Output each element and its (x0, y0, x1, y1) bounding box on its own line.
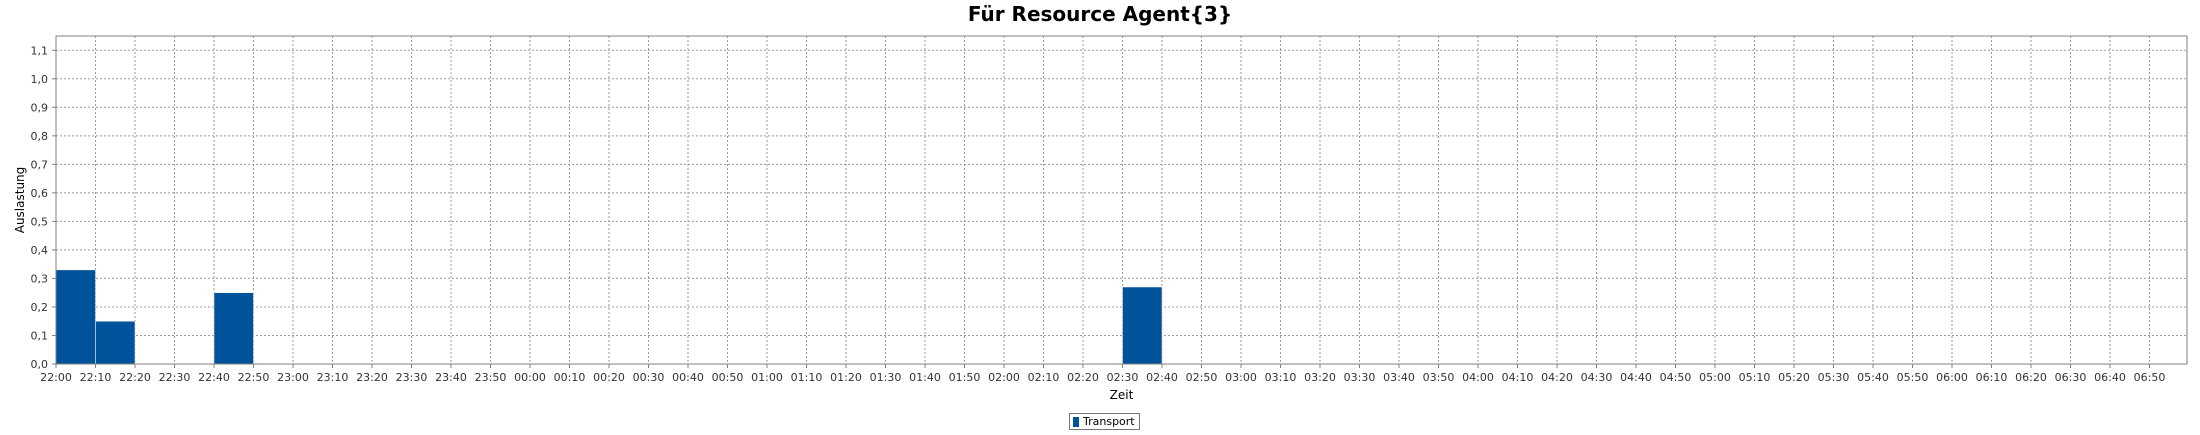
x-tick-label: 23:00 (277, 371, 309, 384)
bar-transport (95, 320, 136, 365)
y-tick-label: 0,1 (31, 329, 49, 342)
y-tick-label: 0,0 (31, 358, 49, 371)
x-tick-label: 02:40 (1146, 371, 1178, 384)
y-tick-label: 0,6 (31, 187, 49, 200)
x-tick-label: 03:40 (1383, 371, 1415, 384)
x-tick-label: 22:10 (80, 371, 112, 384)
chart-title: Für Resource Agent{3} (967, 2, 1233, 26)
x-tick-label: 22:50 (238, 371, 270, 384)
y-axis-ticks: 0,0 0,1 0,2 0,3 0,4 0,5 0,6 0,7 0,8 0,9 1,0 1,1 (31, 44, 56, 371)
x-tick-label: 22:30 (159, 371, 191, 384)
bar-transport (213, 292, 254, 365)
x-tick-label: 05:20 (1778, 371, 1810, 384)
x-tick-label: 01:40 (909, 371, 941, 384)
y-tick-label: 0,5 (31, 215, 49, 228)
x-axis-ticks: 22:00 22:10 22:20 22:30 22:40 22:50 23:00 23:10… (40, 364, 2165, 384)
x-tick-label: 05:50 (1897, 371, 1929, 384)
x-tick-label: 00:10 (554, 371, 586, 384)
x-tick-label: 04:40 (1620, 371, 1652, 384)
y-tick-label: 0,3 (31, 272, 49, 285)
x-tick-label: 22:20 (119, 371, 151, 384)
y-tick-label: 1,1 (31, 44, 49, 57)
bars (55, 269, 1163, 365)
x-tick-label: 06:40 (2094, 371, 2126, 384)
x-tick-label: 04:30 (1581, 371, 1613, 384)
x-tick-label: 02:20 (1067, 371, 1099, 384)
x-tick-label: 03:50 (1423, 371, 1455, 384)
legend-label: Transport (1083, 415, 1135, 428)
x-tick-label: 04:00 (1462, 371, 1494, 384)
x-tick-label: 00:40 (672, 371, 704, 384)
legend-swatch (1073, 416, 1079, 427)
x-tick-label: 01:20 (830, 371, 862, 384)
bar-transport (55, 269, 96, 365)
legend: Transport (1069, 413, 1140, 430)
x-tick-label: 06:30 (2055, 371, 2087, 384)
x-tick-label: 01:10 (791, 371, 823, 384)
x-tick-label: 23:30 (396, 371, 428, 384)
x-tick-label: 01:30 (870, 371, 902, 384)
x-tick-label: 06:20 (2015, 371, 2047, 384)
grid (56, 36, 2187, 365)
x-tick-label: 00:30 (633, 371, 665, 384)
y-tick-label: 0,7 (31, 158, 49, 171)
x-tick-label: 00:50 (712, 371, 744, 384)
y-tick-label: 0,2 (31, 301, 49, 314)
x-tick-label: 23:20 (356, 371, 388, 384)
x-tick-label: 03:20 (1304, 371, 1336, 384)
x-tick-label: 02:10 (1028, 371, 1060, 384)
x-tick-label: 22:40 (198, 371, 230, 384)
x-tick-label: 06:50 (2134, 371, 2166, 384)
x-tick-label: 05:30 (1818, 371, 1850, 384)
y-tick-label: 1,0 (31, 73, 49, 86)
x-tick-label: 00:20 (593, 371, 625, 384)
x-tick-label: 01:00 (751, 371, 783, 384)
x-tick-label: 04:10 (1502, 371, 1534, 384)
plot-frame (55, 35, 2188, 365)
x-tick-label: 05:10 (1739, 371, 1771, 384)
x-tick-label: 05:40 (1857, 371, 1889, 384)
y-tick-label: 0,9 (31, 101, 49, 114)
x-tick-label: 03:10 (1265, 371, 1297, 384)
x-tick-label: 03:00 (1225, 371, 1257, 384)
y-axis-label: Auslastung (13, 167, 27, 234)
x-tick-label: 22:00 (40, 371, 72, 384)
y-tick-label: 0,4 (31, 244, 49, 257)
x-tick-label: 02:00 (988, 371, 1020, 384)
x-tick-label: 04:20 (1541, 371, 1573, 384)
x-tick-label: 23:10 (317, 371, 349, 384)
x-tick-label: 04:50 (1660, 371, 1692, 384)
bar-transport (1122, 286, 1163, 365)
x-tick-label: 23:50 (475, 371, 507, 384)
x-tick-label: 00:00 (514, 371, 546, 384)
y-tick-label: 0,8 (31, 130, 49, 143)
x-tick-label: 06:10 (1976, 371, 2008, 384)
x-tick-label: 01:50 (949, 371, 981, 384)
x-axis-label: Zeit (1110, 388, 1134, 402)
x-tick-label: 06:00 (1936, 371, 1968, 384)
x-tick-label: 23:40 (435, 371, 467, 384)
x-tick-label: 02:30 (1107, 371, 1139, 384)
x-tick-label: 05:00 (1699, 371, 1731, 384)
x-tick-label: 02:50 (1186, 371, 1218, 384)
x-tick-label: 03:30 (1344, 371, 1376, 384)
